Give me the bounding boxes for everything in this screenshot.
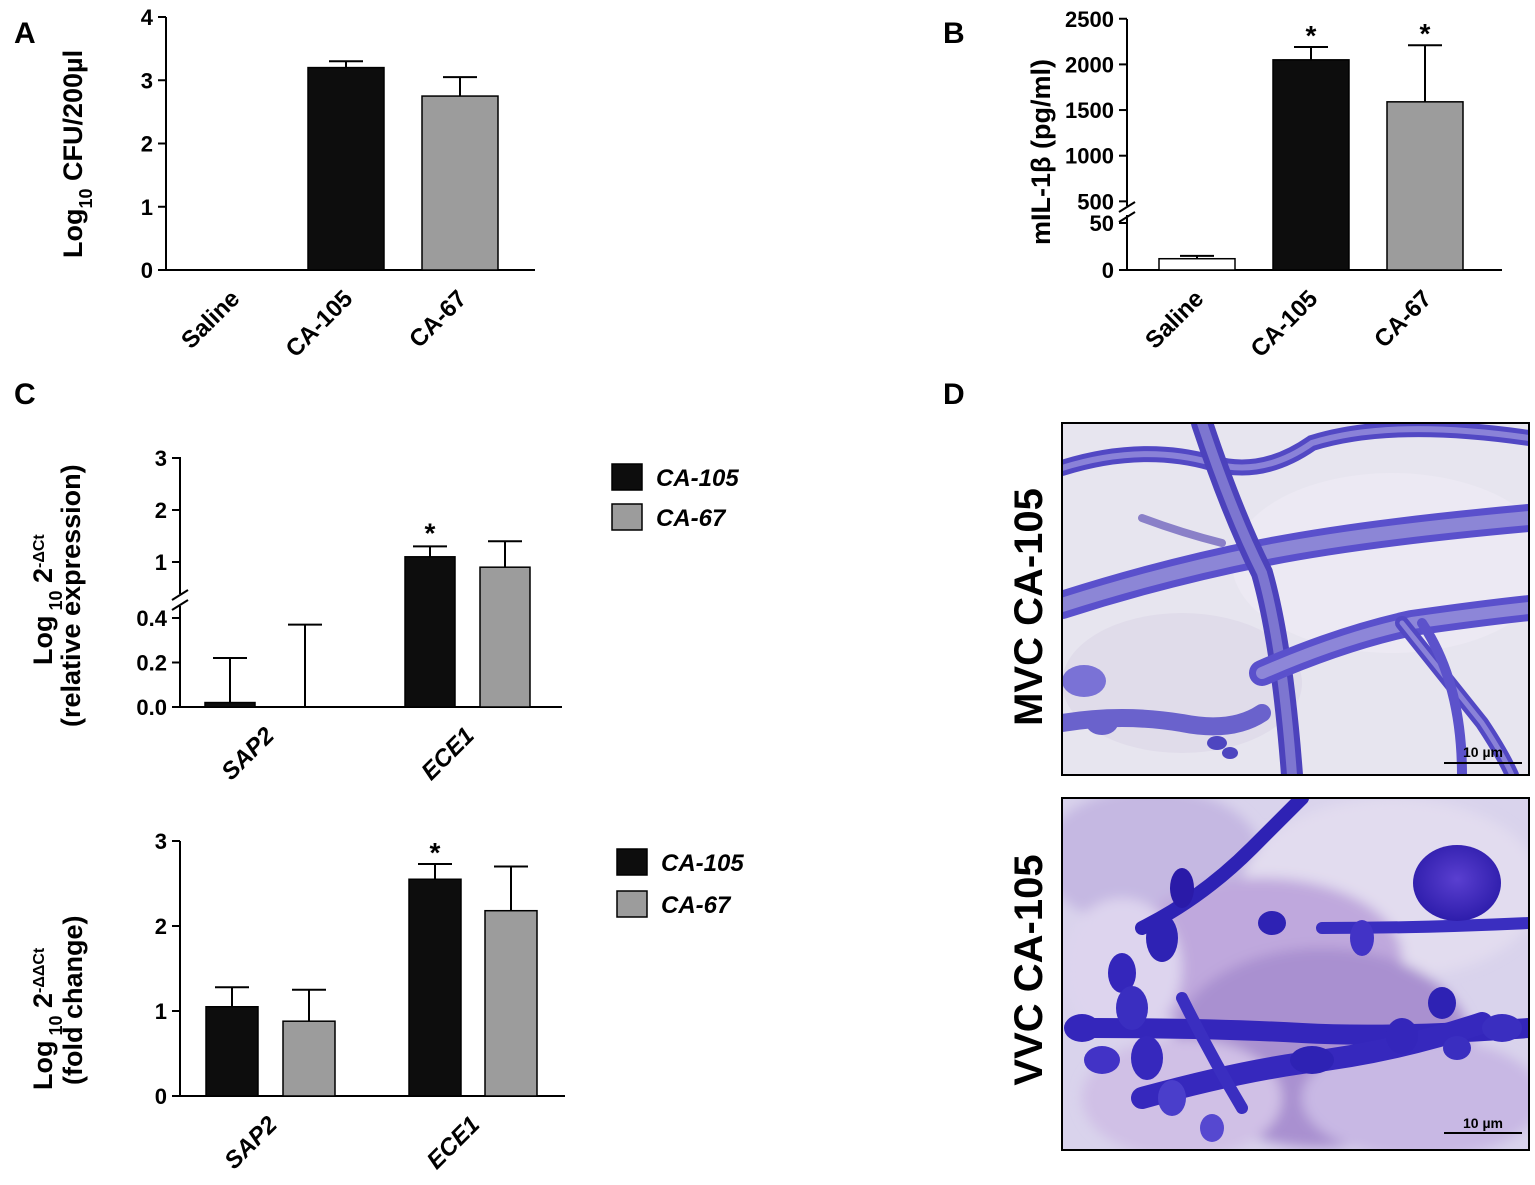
chart-c-bottom-bar <box>484 909 538 1097</box>
chart-b-ytick: 1000 <box>1065 144 1114 169</box>
chart-a-ylabel: Log10 CFU/200µl <box>58 50 96 258</box>
chart-a: Log10 CFU/200µl 0 1 2 3 4 Saline CA-105 CA-67 <box>58 5 535 363</box>
chart-c-bottom-bar <box>282 1020 336 1097</box>
chart-c-bottom-legend-swatch <box>616 848 648 876</box>
chart-c-bottom-significance-star: * <box>430 837 441 868</box>
chart-b-bar <box>1158 257 1236 271</box>
panel-b-letter: B <box>943 17 965 50</box>
chart-c-top-legend-label: CA-67 <box>656 505 727 532</box>
chart-c-top-category: ECE1 <box>416 722 479 785</box>
chart-c-bottom-category: SAP2 <box>219 1111 283 1175</box>
micrograph-labels: MVC CA-105 VVC CA-105 <box>1007 488 1051 1086</box>
chart-a-ytick: 3 <box>141 68 153 93</box>
chart-c-top-significance-star: * <box>425 517 436 548</box>
chart-c-top-ytick: 2 <box>155 498 167 523</box>
chart-c-top-ylabel-line1: Log 10 2-ΔCt <box>28 534 66 665</box>
micrograph-vvc-scale-label: 10 µm <box>1463 1115 1503 1131</box>
chart-c-top-bar <box>204 701 256 708</box>
micrograph-mvc-scale-label: 10 µm <box>1463 744 1503 760</box>
micrograph-mvc-frame <box>1061 422 1530 776</box>
chart-c-top-axis-break <box>171 599 189 611</box>
micrograph-vvc: 10 µm <box>1062 798 1529 1150</box>
chart-a-category: CA-67 <box>404 285 472 353</box>
chart-b-ytick: 500 <box>1077 189 1114 214</box>
chart-b-significance-star: * <box>1306 20 1317 51</box>
chart-c-top: Log 10 2-ΔCt (relative expression) 0.0 0.… <box>28 446 739 786</box>
chart-a-bar <box>307 66 385 271</box>
chart-a-ytick: 4 <box>141 5 154 30</box>
chart-b-bar <box>1386 101 1464 271</box>
panel-d-letter: D <box>943 378 965 411</box>
chart-b-significance-star: * <box>1420 18 1431 49</box>
chart-c-bottom-ylabel-line2: (fold change) <box>58 916 88 1086</box>
chart-a-ytick: 2 <box>141 132 153 157</box>
chart-b-axis-break <box>1118 211 1136 223</box>
chart-c-bottom-category: ECE1 <box>422 1111 485 1174</box>
chart-c-top-bar <box>404 556 456 708</box>
chart-c-bottom-legend-label: CA-67 <box>661 892 732 919</box>
chart-b-ytick: 50 <box>1090 211 1114 236</box>
micrograph-vvc-frame <box>1061 797 1530 1151</box>
panel-a-letter: A <box>14 17 36 50</box>
chart-c-bottom-ytick: 2 <box>155 914 167 939</box>
chart-b-category: CA-67 <box>1369 285 1437 353</box>
chart-c-top-legend-swatch <box>611 503 643 531</box>
chart-c-bottom-ylabel-line1: Log 10 2-ΔΔCt <box>28 947 66 1090</box>
chart-c-top-ytick: 0.2 <box>136 651 167 676</box>
chart-c-top-legend-label: CA-105 <box>656 465 739 492</box>
chart-c-top-category: SAP2 <box>216 722 280 786</box>
chart-c-bottom-legend-swatch <box>616 890 648 918</box>
chart-b-axis-break <box>1118 201 1136 213</box>
chart-c-top-ytick: 0.0 <box>136 695 167 720</box>
micrograph-mvc: 10 µm <box>1062 423 1529 775</box>
chart-b-ytick: 2000 <box>1065 52 1114 77</box>
chart-b-ylabel: mIL-1β (pg/ml) <box>1026 59 1056 245</box>
chart-c-bottom-bar <box>205 1006 259 1097</box>
chart-c-top-ylabel-line2: (relative expression) <box>56 464 86 727</box>
chart-c-top-axis-break <box>171 589 189 601</box>
chart-c-bottom: Log 10 2-ΔΔCt (fold change) 0 1 2 3 * SAP2 E… <box>28 829 744 1175</box>
chart-b-ytick: 1500 <box>1065 98 1114 123</box>
chart-b-ytick: 0 <box>1102 258 1114 283</box>
chart-b-category: CA-105 <box>1246 285 1324 363</box>
chart-a-ytick: 0 <box>141 258 153 283</box>
chart-c-bottom-ytick: 3 <box>155 829 167 854</box>
chart-c-bottom-ytick: 0 <box>155 1084 167 1109</box>
chart-c-top-bar <box>479 566 531 708</box>
chart-c-top-ytick: 3 <box>155 446 167 471</box>
chart-c-top-ytick: 1 <box>155 550 167 575</box>
chart-b-bar <box>1272 59 1350 271</box>
chart-c-bottom-ytick: 1 <box>155 999 167 1024</box>
chart-c-bottom-legend-label: CA-105 <box>661 850 744 877</box>
chart-c-top-legend-swatch <box>611 463 643 491</box>
chart-a-ytick: 1 <box>141 195 153 220</box>
chart-a-category: CA-105 <box>281 285 359 363</box>
micrograph-vvc-label: VVC CA-105 <box>1007 854 1051 1085</box>
chart-b-category: Saline <box>1140 285 1209 354</box>
chart-b-ytick: 2500 <box>1065 7 1114 32</box>
micrograph-mvc-label: MVC CA-105 <box>1007 488 1051 726</box>
chart-a-bar <box>421 95 499 271</box>
chart-a-category: Saline <box>176 285 245 354</box>
panel-c-letter: C <box>14 378 36 411</box>
chart-c-bottom-bar <box>408 878 462 1097</box>
chart-c-top-ytick: 0.4 <box>136 606 167 631</box>
